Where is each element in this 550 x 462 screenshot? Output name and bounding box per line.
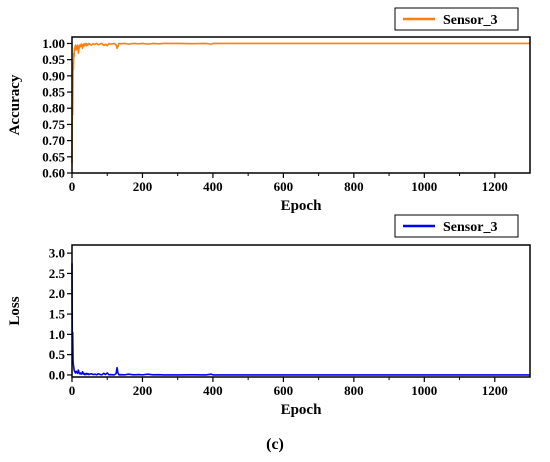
x-axis-label: Epoch [281, 198, 323, 214]
chart-panel-1: 0 200 400 600 800 1000 12000.600.650.700.750.8… [7, 7, 531, 214]
legend-label: Sensor_3 [443, 13, 497, 28]
y-tick-label: 2.0 [49, 286, 65, 301]
y-tick-label: 0.0 [49, 367, 65, 382]
x-axis-label: Epoch [281, 402, 323, 418]
y-axis-label: Accuracy [7, 74, 23, 135]
chart-panel-2: 0 200 400 600 800 1000 1200 0.0 0.5 1.0 1.5 2.0 2.5 3… [7, 214, 531, 418]
figure-caption: (c) [266, 436, 284, 453]
plot-frame [71, 36, 531, 174]
legend-box [394, 7, 519, 31]
series-line-1-1 [71, 42, 530, 164]
legend: Sensor_3 [394, 214, 519, 238]
y-tick-label: 1.00 [42, 36, 65, 51]
y-tick-label: 0.85 [42, 85, 65, 100]
y-tick-label: 0.90 [42, 68, 65, 83]
x-tick-label: 400 [203, 383, 223, 398]
legend-box [394, 214, 519, 238]
y-tick-label: 0.5 [49, 347, 66, 362]
x-tick-label: 200 [133, 383, 153, 398]
legend-label: Sensor_3 [443, 220, 497, 235]
y-tick-label: 0.65 [42, 149, 65, 164]
x-tick-label: 1000 [411, 179, 437, 194]
x-tick-label: 0 [69, 383, 76, 398]
series-line-2-1 [71, 263, 530, 376]
x-tick-label: 1000 [411, 383, 437, 398]
legend: Sensor_3 [394, 7, 519, 31]
x-tick-label: 1200 [482, 383, 508, 398]
y-tick-label: 2.5 [49, 266, 66, 281]
x-tick-label: 400 [203, 179, 223, 194]
y-tick-label: 0.95 [42, 52, 65, 67]
y-tick-label: 1.0 [49, 327, 65, 342]
x-tick-label: 800 [344, 179, 364, 194]
x-tick-label: 800 [344, 383, 364, 398]
y-tick-label: 3.0 [49, 246, 65, 261]
x-tick-label: 200 [133, 179, 153, 194]
plot-frame [71, 244, 531, 378]
x-tick-label: 1200 [482, 179, 508, 194]
y-tick-label: 0.60 [42, 166, 65, 181]
y-tick-label: 0.70 [42, 133, 65, 148]
y-axis-label: Loss [7, 296, 23, 325]
x-tick-label: 0 [69, 179, 76, 194]
x-tick-label: 600 [274, 179, 294, 194]
y-tick-label: 1.5 [49, 307, 66, 322]
x-tick-label: 600 [274, 383, 294, 398]
y-tick-label: 0.75 [42, 117, 65, 132]
y-tick-label: 0.80 [42, 101, 65, 116]
